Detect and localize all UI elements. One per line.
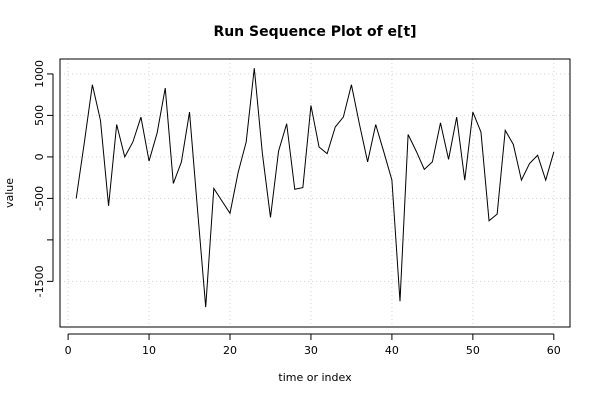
x-tick-label: 40 — [385, 344, 399, 357]
y-tick-label: 0 — [33, 153, 46, 160]
y-tick-label: 1000 — [33, 60, 46, 88]
x-tick-label: 30 — [304, 344, 318, 357]
y-axis-label: value — [3, 178, 16, 208]
y-tick-label: 500 — [33, 105, 46, 126]
x-tick-label: 60 — [547, 344, 561, 357]
x-tick-label: 10 — [142, 344, 156, 357]
x-axis-label: time or index — [278, 371, 352, 384]
series-layer — [75, 68, 555, 308]
x-axis: 0 10 20 30 40 50 60 — [65, 333, 561, 357]
grid-layer — [60, 59, 570, 327]
x-tick-label: 50 — [466, 344, 480, 357]
x-tick-label: 0 — [65, 344, 72, 357]
series-line — [75, 68, 555, 308]
chart-title: Run Sequence Plot of e[t] — [213, 24, 416, 40]
y-tick-label: -500 — [33, 186, 46, 211]
y-tick-label: -1500 — [33, 265, 46, 297]
plot-frame — [59, 58, 571, 328]
x-tick-label: 20 — [223, 344, 237, 357]
y-axis: -1500 -500 0 500 1000 — [33, 60, 54, 297]
